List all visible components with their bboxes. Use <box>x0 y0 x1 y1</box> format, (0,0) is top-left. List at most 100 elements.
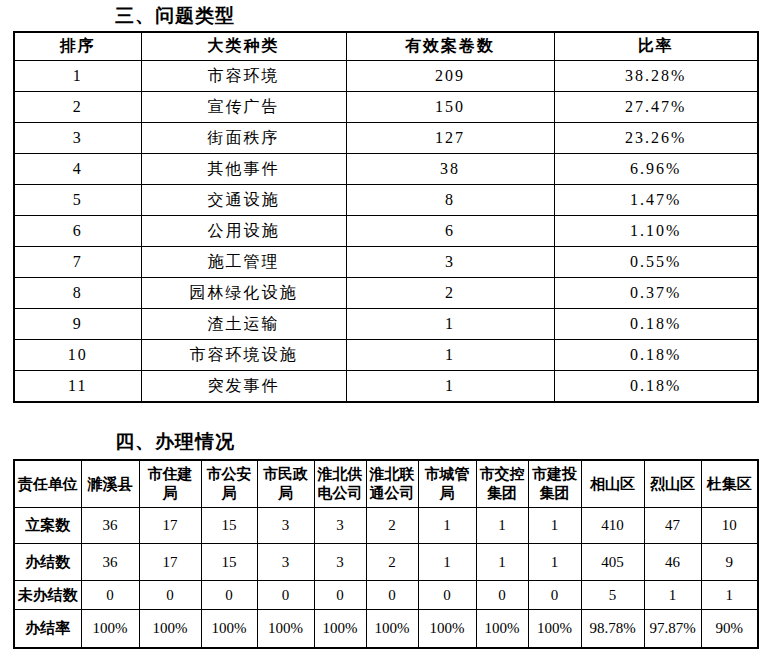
table-cell: 100% <box>366 610 418 649</box>
table-cell: 0 <box>418 581 476 610</box>
corner-header-cell: 责任单位 <box>14 460 81 508</box>
table-row: 立案数3617153321114104710 <box>14 508 758 544</box>
table-cell: 100% <box>314 610 366 649</box>
table-cell: 10 <box>701 508 758 544</box>
table-row: 5交通设施81.47% <box>14 185 758 216</box>
table-cell: 100% <box>418 610 476 649</box>
table-cell: 46 <box>644 544 701 581</box>
table-cell: 0 <box>139 581 201 610</box>
table-cell: 2 <box>366 544 418 581</box>
table-cell: 97.87% <box>644 610 701 649</box>
handling-status-table: 责任单位濉溪县市住建局市公安局市民政局淮北供电公司淮北联通公司市城管局市交控集团… <box>13 459 759 649</box>
table-cell: 1 <box>418 544 476 581</box>
table-cell: 突发事件 <box>141 371 346 403</box>
table-cell: 3 <box>314 544 366 581</box>
table-cell: 100% <box>476 610 528 649</box>
problem-types-table: 排序大类种类有效案卷数比率 1市容环境20938.28%2宣传广告15027.4… <box>13 31 759 403</box>
table-cell: 2 <box>14 92 141 123</box>
table-cell: 0 <box>366 581 418 610</box>
table-cell: 11 <box>14 371 141 403</box>
table-row: 1市容环境20938.28% <box>14 61 758 92</box>
handling-status-header-row: 责任单位濉溪县市住建局市公安局市民政局淮北供电公司淮北联通公司市城管局市交控集团… <box>14 460 758 508</box>
unit-header-cell: 市公安局 <box>201 460 257 508</box>
unit-header-cell: 市城管局 <box>418 460 476 508</box>
table-cell: 15 <box>201 508 257 544</box>
table-cell: 0 <box>201 581 257 610</box>
table-cell: 1 <box>346 371 554 403</box>
table-cell: 公用设施 <box>141 216 346 247</box>
table-cell: 3 <box>346 247 554 278</box>
row-label-cell: 立案数 <box>14 508 81 544</box>
row-label-cell: 办结数 <box>14 544 81 581</box>
unit-header-cell: 烈山区 <box>644 460 701 508</box>
table-cell: 98.78% <box>581 610 644 649</box>
table-row: 7施工管理30.55% <box>14 247 758 278</box>
table-cell: 0 <box>257 581 314 610</box>
table-cell: 10 <box>14 340 141 371</box>
table-cell: 38 <box>346 154 554 185</box>
unit-header-cell: 市民政局 <box>257 460 314 508</box>
table-cell: 0.55% <box>554 247 758 278</box>
table-cell: 1 <box>346 340 554 371</box>
table-cell: 0 <box>476 581 528 610</box>
header-cell: 比率 <box>554 32 758 61</box>
table-row: 办结数361715332111405469 <box>14 544 758 581</box>
table-cell: 市容环境设施 <box>141 340 346 371</box>
table-cell: 街面秩序 <box>141 123 346 154</box>
table-cell: 1 <box>644 581 701 610</box>
table-cell: 1 <box>476 544 528 581</box>
table-cell: 1 <box>14 61 141 92</box>
table-cell: 5 <box>14 185 141 216</box>
table-row: 办结率100%100%100%100%100%100%100%100%100%9… <box>14 610 758 649</box>
table-cell: 渣土运输 <box>141 309 346 340</box>
table-cell: 38.28% <box>554 61 758 92</box>
table-cell: 8 <box>14 278 141 309</box>
table-cell: 9 <box>701 544 758 581</box>
table-cell: 100% <box>139 610 201 649</box>
table-cell: 3 <box>257 508 314 544</box>
table-cell: 1 <box>528 544 581 581</box>
table-cell: 1 <box>346 309 554 340</box>
table-cell: 36 <box>81 544 139 581</box>
row-label-cell: 未办结数 <box>14 581 81 610</box>
table-cell: 209 <box>346 61 554 92</box>
unit-header-cell: 淮北供电公司 <box>314 460 366 508</box>
table-row: 9渣土运输10.18% <box>14 309 758 340</box>
table-cell: 17 <box>139 544 201 581</box>
table-row: 3街面秩序12723.26% <box>14 123 758 154</box>
table-cell: 127 <box>346 123 554 154</box>
table-cell: 15 <box>201 544 257 581</box>
table-row: 8园林绿化设施20.37% <box>14 278 758 309</box>
report-page: 三、问题类型 排序大类种类有效案卷数比率 1市容环境20938.28%2宣传广告… <box>0 0 771 665</box>
table-cell: 2 <box>366 508 418 544</box>
table-cell: 2 <box>346 278 554 309</box>
table-cell: 7 <box>14 247 141 278</box>
table-cell: 1 <box>701 581 758 610</box>
table-cell: 1.47% <box>554 185 758 216</box>
table-row: 2宣传广告15027.47% <box>14 92 758 123</box>
problem-types-header-row: 排序大类种类有效案卷数比率 <box>14 32 758 61</box>
table-cell: 27.47% <box>554 92 758 123</box>
table-cell: 交通设施 <box>141 185 346 216</box>
table-cell: 1 <box>418 508 476 544</box>
table-cell: 100% <box>81 610 139 649</box>
table-cell: 3 <box>257 544 314 581</box>
table-cell: 47 <box>644 508 701 544</box>
table-cell: 100% <box>201 610 257 649</box>
table-cell: 6 <box>346 216 554 247</box>
table-cell: 1 <box>528 508 581 544</box>
table-cell: 5 <box>581 581 644 610</box>
table-cell: 3 <box>314 508 366 544</box>
table-row: 11突发事件10.18% <box>14 371 758 403</box>
table-cell: 90% <box>701 610 758 649</box>
table-cell: 0 <box>314 581 366 610</box>
section-title-problem-types: 三、问题类型 <box>115 3 235 29</box>
header-cell: 排序 <box>14 32 141 61</box>
unit-header-cell: 淮北联通公司 <box>366 460 418 508</box>
table-cell: 市容环境 <box>141 61 346 92</box>
table-cell: 100% <box>528 610 581 649</box>
table-cell: 施工管理 <box>141 247 346 278</box>
table-cell: 100% <box>257 610 314 649</box>
table-cell: 园林绿化设施 <box>141 278 346 309</box>
table-cell: 150 <box>346 92 554 123</box>
